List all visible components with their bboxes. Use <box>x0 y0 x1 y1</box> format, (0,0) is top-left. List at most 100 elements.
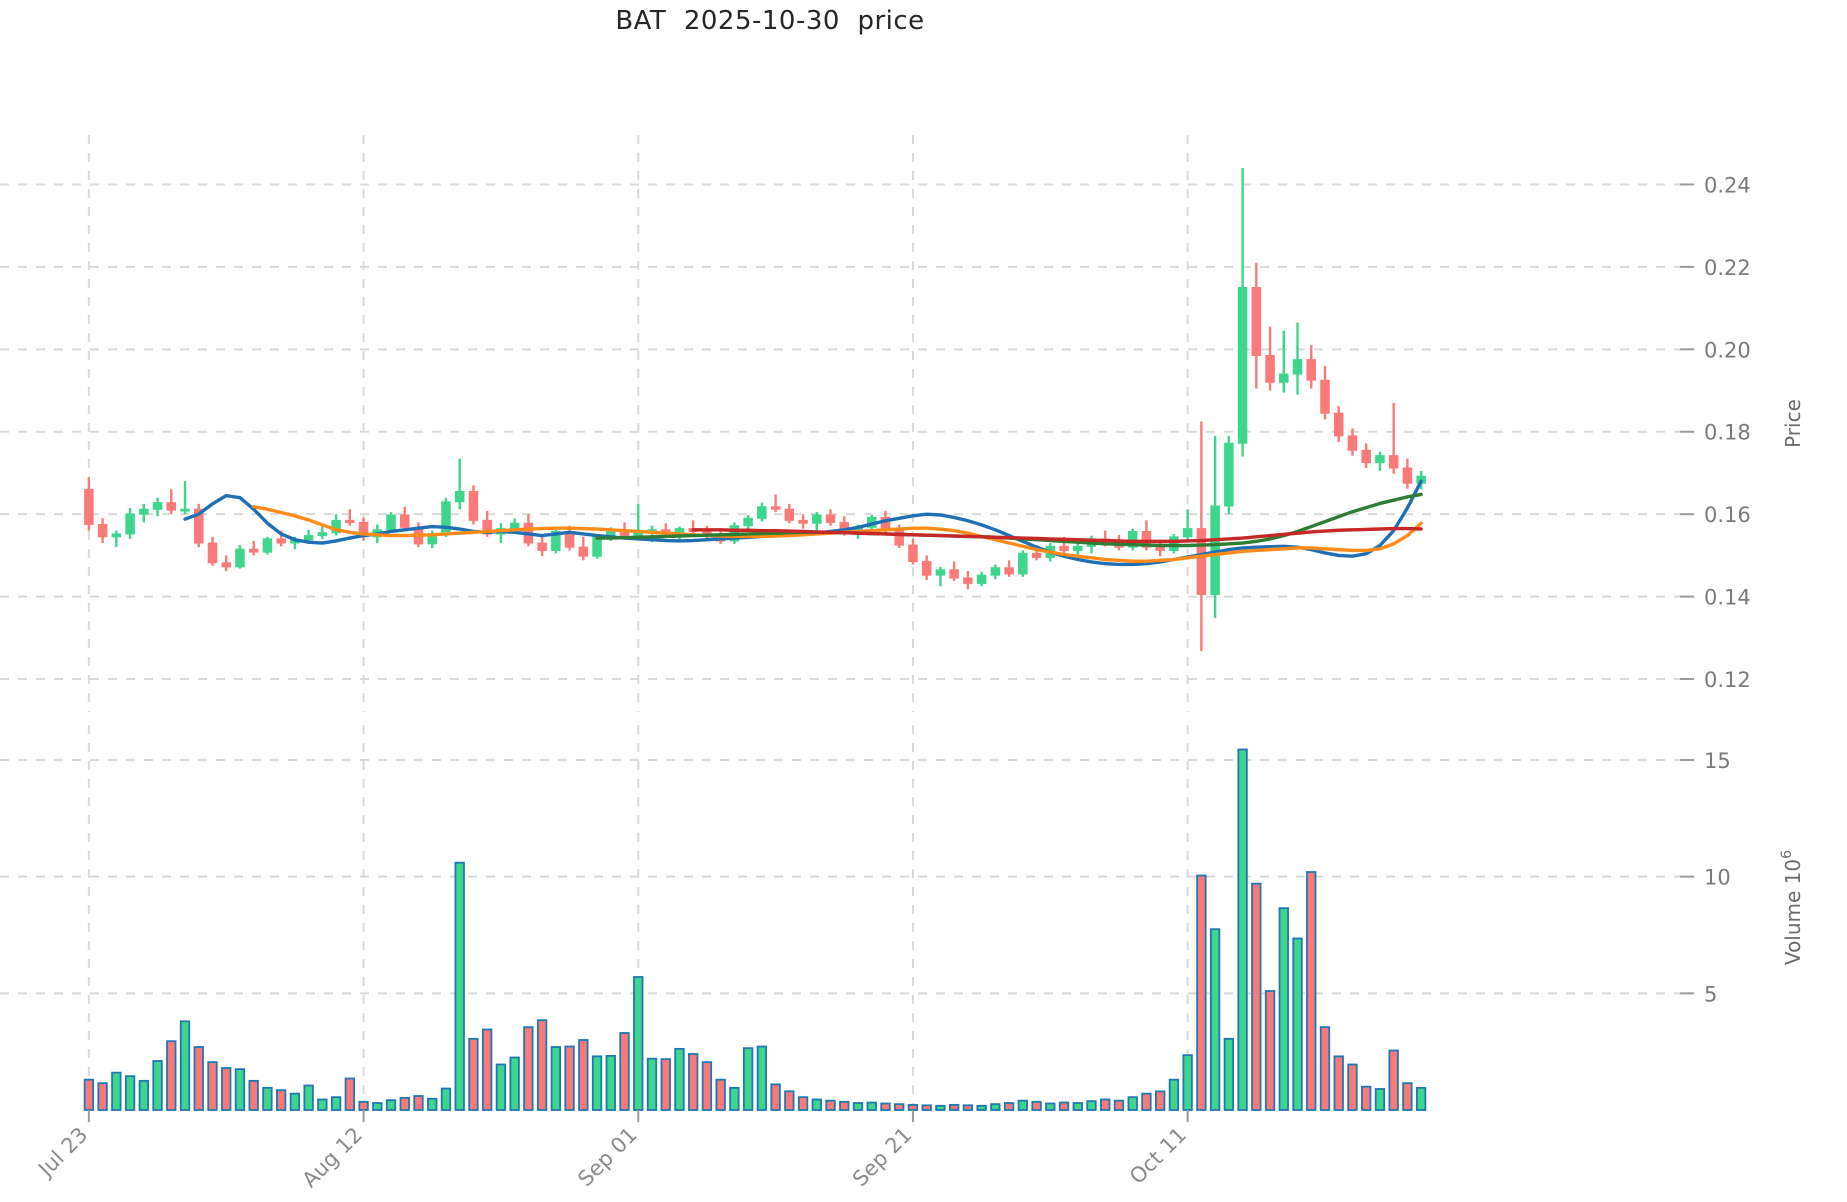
candle-body <box>551 530 561 551</box>
volume-bar <box>482 1028 493 1111</box>
candle-body <box>1237 286 1248 444</box>
price-tick-label: 0.24 <box>1704 173 1751 197</box>
volume-bar <box>111 1071 122 1111</box>
volume-bar <box>1155 1090 1166 1111</box>
volume-bar <box>1031 1100 1042 1111</box>
volume-bar <box>317 1098 328 1111</box>
candlesticks <box>84 167 1426 652</box>
candle-body <box>468 491 479 521</box>
volume-bar <box>605 1054 616 1111</box>
candle-body <box>1402 467 1413 484</box>
volume-bar <box>880 1102 891 1111</box>
candle-body <box>1224 442 1234 507</box>
volume-bar <box>852 1102 864 1111</box>
candle-body <box>97 523 108 538</box>
volume-bar <box>124 1075 136 1111</box>
volume-bar <box>1402 1082 1413 1111</box>
candle-body <box>400 514 410 528</box>
candle-body <box>1361 449 1371 464</box>
volume-bar <box>1388 1049 1399 1111</box>
volume-bar <box>1072 1102 1083 1111</box>
volume-bar <box>948 1103 960 1111</box>
candle-body <box>276 538 286 544</box>
candle-body <box>935 569 946 576</box>
date-tick-label: Sep 21 <box>848 1123 917 1192</box>
volume-bar <box>179 1020 191 1111</box>
volume-axis-exponent: 6 <box>1779 850 1795 859</box>
volume-bar <box>1223 1037 1235 1111</box>
price-tick-label: 0.18 <box>1704 421 1751 445</box>
candle-body <box>166 502 177 511</box>
page-title: BAT 2025-10-30 price <box>615 6 925 36</box>
volume-tick-label: 5 <box>1704 982 1717 1006</box>
volume-bar <box>344 1077 355 1111</box>
candle-body <box>317 532 328 537</box>
volume-bar <box>715 1078 726 1111</box>
candle-body <box>784 508 795 521</box>
candle-body <box>1292 359 1303 375</box>
volume-bar <box>688 1053 699 1111</box>
volume-bar <box>440 1087 452 1111</box>
volume-tick-label: 10 <box>1704 866 1731 890</box>
volume-bar <box>1319 1026 1331 1111</box>
volume-bar <box>248 1079 259 1111</box>
volume-bar <box>262 1086 273 1111</box>
volume-tick-label: 15 <box>1704 749 1731 773</box>
volume-bar <box>591 1055 603 1111</box>
volume-bar <box>839 1100 850 1111</box>
candle-body <box>812 514 822 524</box>
volume-bar <box>330 1096 342 1111</box>
volume-bar <box>633 976 644 1111</box>
price-tick-label: 0.22 <box>1704 256 1751 280</box>
candle-body <box>221 562 231 568</box>
volume-bar <box>1086 1100 1097 1111</box>
volume-bar <box>976 1104 987 1111</box>
volume-bar <box>1361 1085 1372 1111</box>
candle-body <box>757 506 767 519</box>
volume-bar <box>1127 1096 1138 1111</box>
candle-body <box>207 542 218 564</box>
candle-body <box>1251 286 1262 356</box>
candle-body <box>976 574 987 584</box>
volume-bar <box>646 1057 658 1111</box>
volume-bar <box>619 1032 630 1111</box>
volume-bar <box>894 1103 905 1111</box>
volume-bar <box>495 1063 507 1111</box>
volume-bars <box>83 748 1427 1111</box>
volume-bar <box>1209 928 1221 1111</box>
volume-bar <box>303 1084 314 1111</box>
candle-body <box>1059 545 1069 551</box>
candle-body <box>1196 528 1207 596</box>
volume-bar <box>358 1100 369 1111</box>
candle-body <box>1004 567 1014 575</box>
volume-bar <box>674 1047 685 1111</box>
volume-bar <box>1292 937 1303 1111</box>
volume-bar <box>701 1061 713 1111</box>
candle-body <box>262 538 273 553</box>
volume-bar <box>1374 1088 1386 1111</box>
volume-bar <box>385 1099 397 1111</box>
candle-body <box>908 544 918 563</box>
volume-bar <box>660 1058 671 1111</box>
candle-body <box>798 519 808 524</box>
candle-body <box>894 529 904 546</box>
volume-bar <box>811 1098 822 1111</box>
volume-bar <box>564 1045 575 1111</box>
ma-line-ma-xlong <box>691 526 1423 544</box>
candle-body <box>152 502 163 510</box>
candle-body <box>303 535 314 541</box>
volume-bar <box>907 1103 919 1111</box>
candle-body <box>825 514 836 523</box>
grid-lines <box>0 135 1680 1110</box>
volume-bar <box>770 1083 781 1111</box>
price-axis-label: Price <box>1781 399 1805 448</box>
candle-body <box>1333 412 1344 437</box>
candle-body <box>1265 354 1275 383</box>
candle-body <box>578 546 589 557</box>
volume-bar <box>866 1101 877 1111</box>
candle-body <box>743 517 753 527</box>
candle-body <box>1018 552 1028 575</box>
volume-bar <box>536 1019 548 1111</box>
